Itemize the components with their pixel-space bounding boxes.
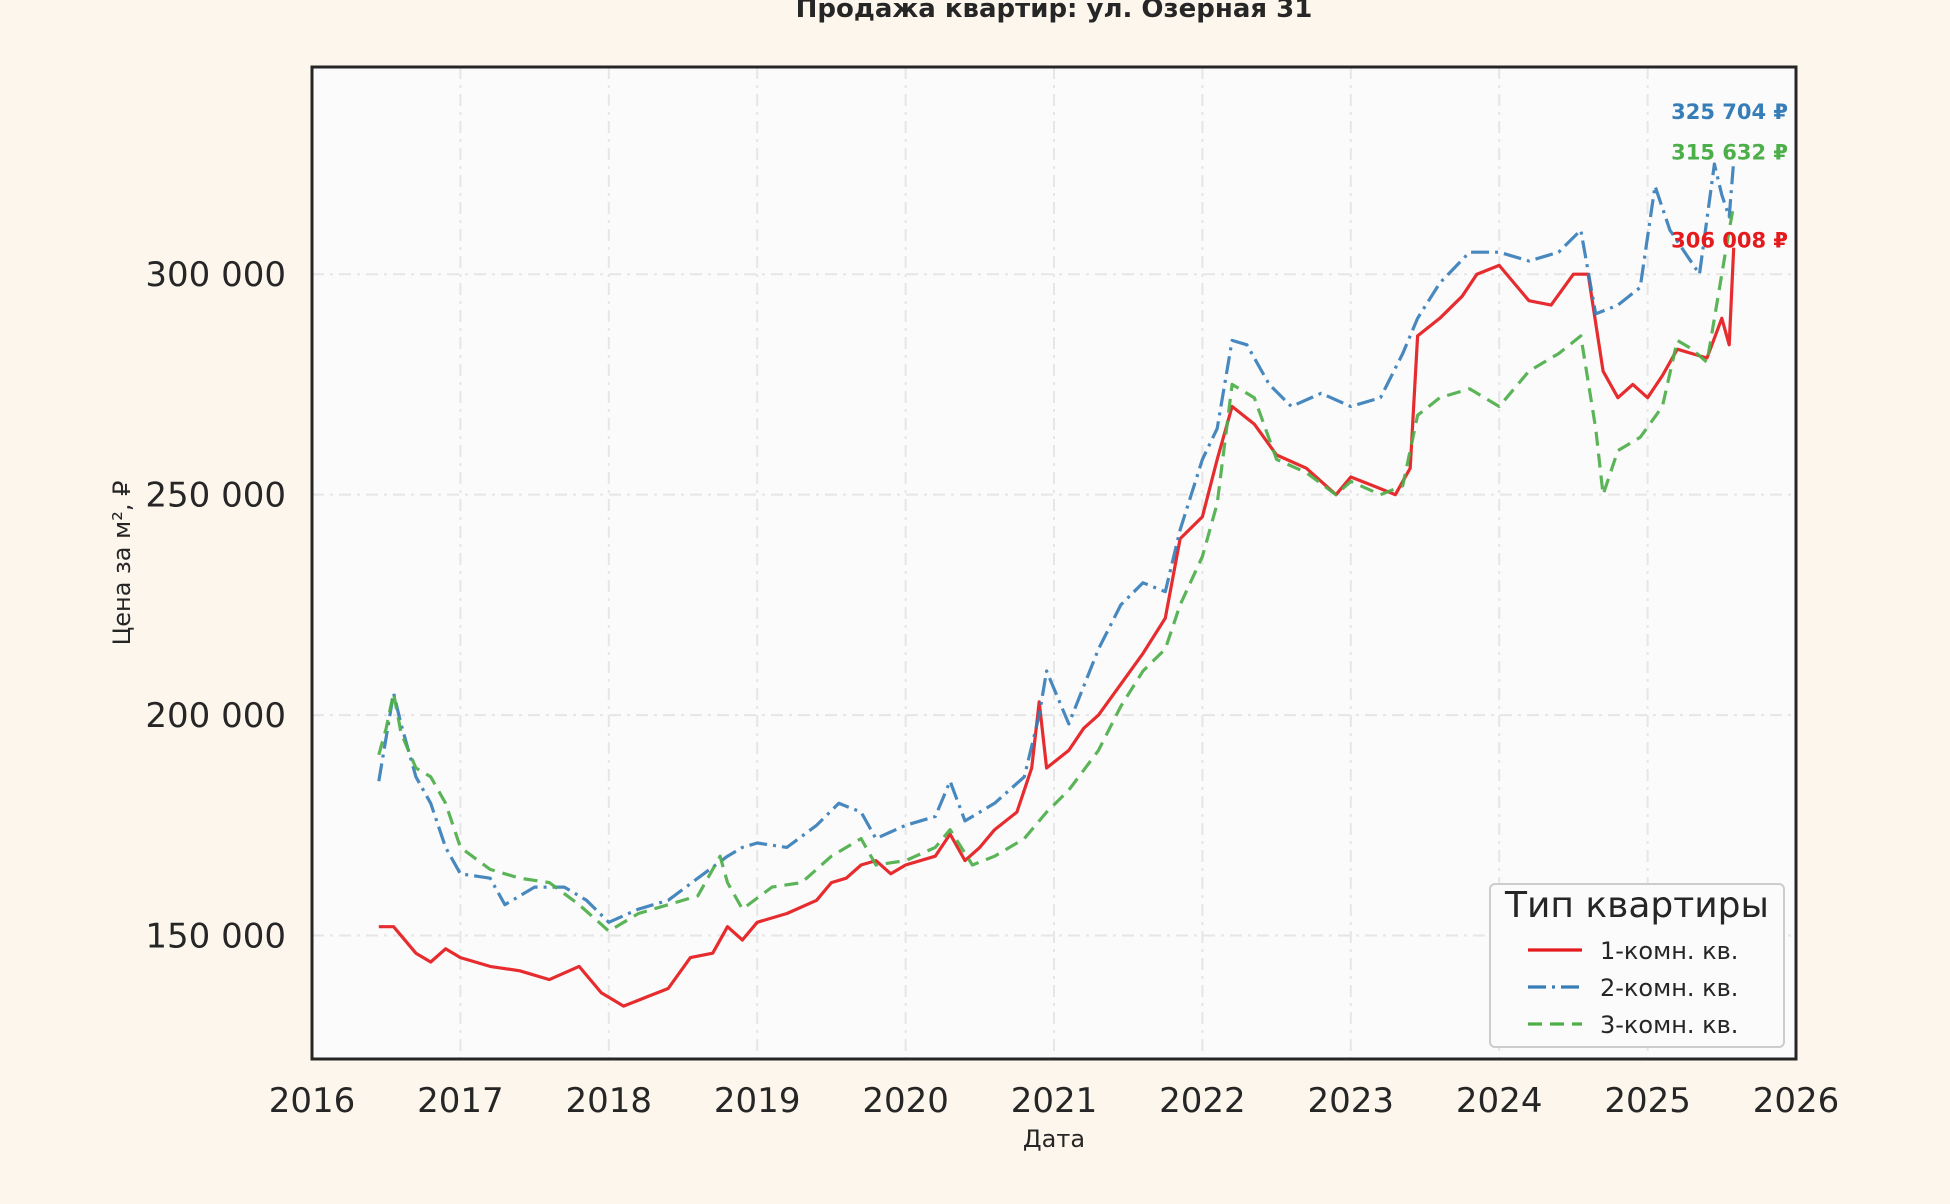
series-end-label-1: 306 008 ₽ [1671, 229, 1788, 253]
x-tick-label: 2022 [1159, 1081, 1246, 1121]
legend-items: 1-комн. кв. 2-комн. кв. 3-комн. кв. [1528, 937, 1738, 1039]
series-end-label-2: 325 704 ₽ [1671, 100, 1788, 124]
x-tick-label: 2020 [862, 1081, 949, 1121]
series-end-label-3: 315 632 ₽ [1671, 140, 1788, 164]
legend-label-3: 3-комн. кв. [1600, 1011, 1738, 1039]
series-line-2 [377, 160, 1736, 924]
legend-label-1: 1-комн. кв. [1600, 937, 1738, 965]
y-axis-label: Цена за м², ₽ [108, 481, 136, 646]
chart-title: Продажа квартир: ул. Озерная 31 [796, 0, 1313, 24]
series-layer [377, 160, 1736, 1008]
x-tick-label: 2024 [1456, 1081, 1543, 1121]
x-tick-label: 2018 [566, 1081, 653, 1121]
x-tick-label: 2025 [1604, 1081, 1691, 1121]
x-tick-label: 2023 [1308, 1081, 1395, 1121]
y-tick-label: 150 000 [145, 917, 286, 957]
x-axis-label: Дата [1023, 1125, 1085, 1153]
x-tick-label: 2019 [714, 1081, 801, 1121]
legend: Тип квартиры 1-комн. кв. 2-комн. кв. 3-ком… [1489, 883, 1785, 1048]
x-tick-label: 2021 [1011, 1081, 1098, 1121]
legend-box [1489, 883, 1785, 1048]
legend-title: Тип квартиры [1504, 885, 1769, 926]
y-tick-label: 250 000 [145, 476, 286, 516]
end-labels: 306 008 ₽ 325 704 ₽ 315 632 ₽ [1671, 100, 1788, 253]
legend-label-2: 2-комн. кв. [1600, 974, 1738, 1002]
tick-labels: 2016 2017 2018 2019 2020 2021 2022 2023 2024 2025… [145, 255, 1839, 1121]
x-tick-label: 2016 [269, 1081, 356, 1121]
x-tick-label: 2026 [1753, 1081, 1840, 1121]
series-line-3 [377, 205, 1736, 933]
plot-frame [310, 65, 1798, 1061]
y-tick-label: 200 000 [145, 696, 286, 736]
x-tick-label: 2017 [417, 1081, 504, 1121]
series-line-1 [378, 247, 1736, 1008]
y-tick-label: 300 000 [145, 255, 286, 295]
